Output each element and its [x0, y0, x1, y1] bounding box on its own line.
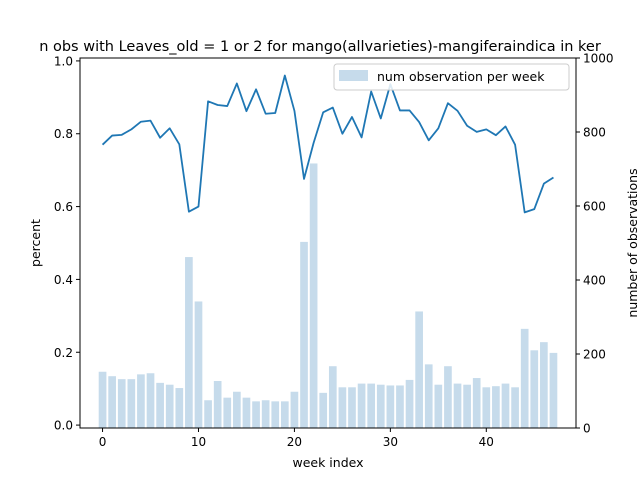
y-left-tick-label: 0.4	[54, 273, 73, 287]
bar-week-8	[175, 388, 184, 428]
bar-week-38	[463, 384, 471, 428]
y-left-tick-label: 0.0	[54, 419, 73, 433]
y-left-axis-label: percent	[28, 219, 43, 267]
legend-swatch	[339, 70, 368, 81]
bar-week-20	[290, 391, 299, 428]
bar-week-40	[482, 387, 491, 428]
x-tick-label: 30	[383, 435, 398, 449]
y-right-tick-label: 0	[583, 422, 591, 436]
bar-series	[98, 163, 558, 428]
bar-week-41	[492, 386, 500, 428]
y-right-tick-label: 600	[583, 200, 606, 214]
legend-box	[333, 63, 570, 91]
percent-line	[101, 74, 554, 214]
bar-week-30	[386, 385, 395, 428]
chart-title: n obs with Leaves_old = 1 or 2 for mango…	[39, 39, 601, 55]
bar-week-3	[127, 379, 136, 428]
x-tick-label: 0	[99, 435, 107, 449]
bar-week-2	[117, 379, 126, 428]
bar-week-37	[453, 383, 462, 428]
bar-week-9	[185, 257, 193, 428]
bar-week-26	[348, 387, 356, 428]
bar-week-0	[98, 371, 107, 428]
x-axis: 0 10 20 30 40	[99, 428, 494, 449]
y-left-tick-label: 1.0	[54, 54, 73, 68]
bar-week-47	[549, 352, 558, 428]
bar-week-23	[319, 392, 328, 428]
plot-frame	[79, 57, 577, 429]
bar-week-15	[242, 397, 251, 428]
bar-week-10	[194, 301, 203, 428]
y-left-tick-label: 0.8	[54, 127, 73, 141]
bar-week-39	[472, 378, 481, 428]
bar-week-14	[233, 391, 241, 428]
y-right-tick-label: 400	[583, 274, 606, 288]
bar-week-32	[405, 379, 414, 428]
y-right-axis: 0 200 400 600 800 1000	[576, 52, 614, 436]
bar-week-11	[204, 400, 212, 428]
bar-week-6	[156, 382, 164, 428]
bar-week-17	[261, 400, 270, 428]
bar-week-43	[511, 387, 519, 428]
y-right-tick-label: 200	[583, 348, 606, 362]
y-right-axis-label: number of observations	[625, 168, 640, 317]
bar-week-28	[367, 383, 376, 428]
y-right-tick-label: 800	[583, 126, 606, 140]
x-tick-label: 10	[191, 435, 206, 449]
bar-week-18	[271, 401, 280, 428]
y-right-tick-label: 1000	[583, 52, 614, 66]
bar-week-5	[146, 373, 155, 428]
bar-week-44	[520, 328, 529, 428]
bar-week-36	[444, 366, 452, 428]
legend: num observation per week	[333, 63, 570, 91]
bar-week-29	[376, 384, 385, 428]
bar-week-19	[280, 401, 289, 428]
y-left-tick-label: 0.6	[54, 200, 73, 214]
bar-week-46	[540, 342, 548, 428]
bar-week-4	[137, 374, 145, 428]
line-series-layer	[101, 74, 554, 214]
y-left-tick-label: 0.2	[54, 346, 73, 360]
bar-week-31	[396, 385, 404, 428]
bar-week-35	[434, 384, 443, 428]
bar-week-13	[223, 397, 232, 428]
x-axis-label: week index	[292, 455, 363, 470]
bar-week-27	[357, 383, 366, 428]
x-tick-label: 40	[479, 435, 494, 449]
legend-label: num observation per week	[377, 69, 545, 84]
bar-week-22	[309, 163, 318, 428]
bar-week-1	[108, 376, 116, 428]
bar-week-24	[328, 366, 337, 428]
bar-week-21	[300, 241, 308, 428]
bar-week-45	[530, 350, 539, 428]
x-tick-label: 20	[287, 435, 302, 449]
bar-week-16	[252, 401, 260, 428]
bar-week-42	[501, 383, 510, 428]
bar-week-7	[165, 384, 174, 428]
bar-week-12	[213, 381, 222, 428]
bar-week-34	[424, 364, 433, 428]
bar-week-33	[415, 311, 423, 428]
y-left-axis: 0.0 0.2 0.4 0.6 0.8 1.0	[54, 54, 80, 433]
bar-week-25	[338, 387, 347, 428]
